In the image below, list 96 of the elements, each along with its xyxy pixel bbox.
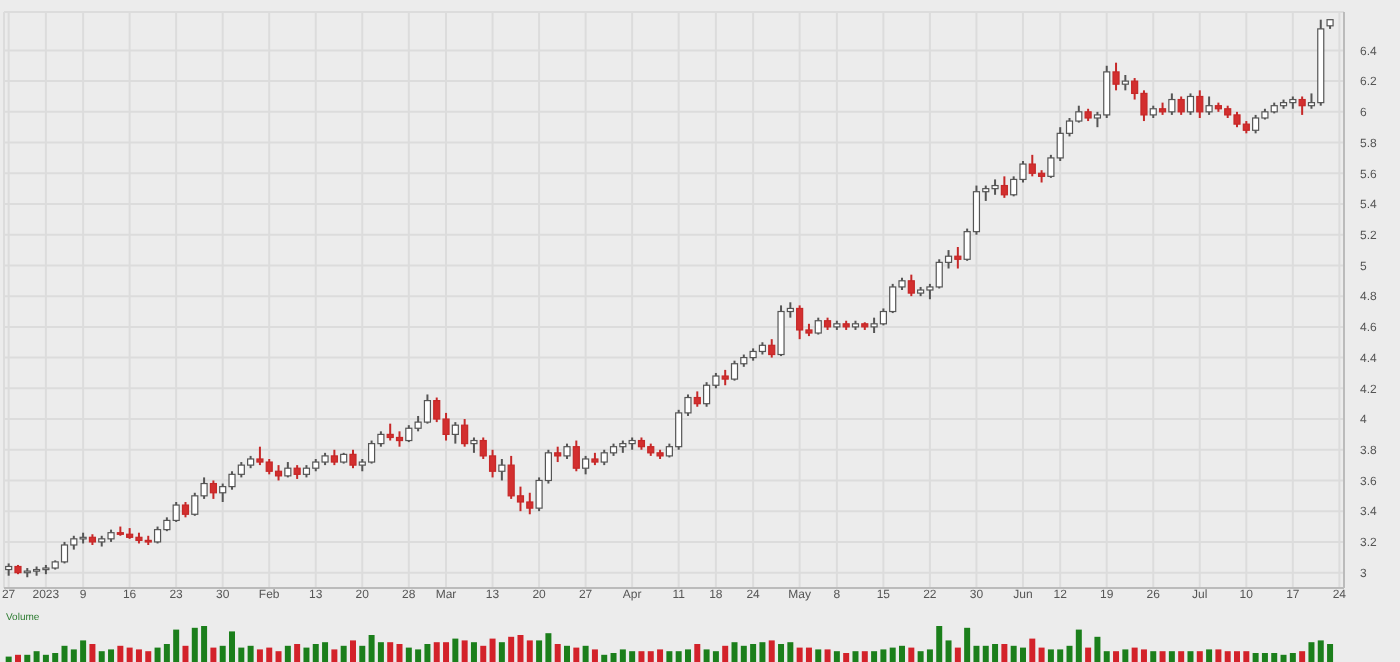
bar xyxy=(712,651,719,662)
bar xyxy=(303,647,310,662)
bar xyxy=(508,636,515,662)
bar xyxy=(5,656,12,662)
bar xyxy=(1085,647,1092,662)
bar xyxy=(1103,651,1110,662)
bar xyxy=(377,642,384,662)
candlestick xyxy=(1177,95,1185,116)
candlestick xyxy=(572,439,580,473)
bar xyxy=(182,645,189,662)
bar xyxy=(666,651,673,662)
bar xyxy=(852,651,859,662)
bar xyxy=(498,642,505,662)
bar xyxy=(843,653,850,662)
bar xyxy=(349,640,356,662)
bar xyxy=(294,644,301,662)
bar xyxy=(1289,653,1296,662)
candlestick xyxy=(1205,95,1213,116)
candlestick xyxy=(1186,92,1195,116)
bar xyxy=(805,647,812,662)
bar xyxy=(247,645,254,662)
bar xyxy=(1094,636,1101,662)
bar xyxy=(480,645,487,662)
bar xyxy=(24,654,31,662)
bar xyxy=(964,627,971,662)
candlestick xyxy=(730,359,739,382)
bar xyxy=(833,651,840,662)
bar xyxy=(1187,651,1194,662)
bar xyxy=(694,644,701,662)
candlestick xyxy=(488,448,497,479)
candlestick xyxy=(954,246,962,270)
bar xyxy=(573,647,580,662)
candlestick xyxy=(1000,175,1008,199)
bar xyxy=(1019,647,1026,662)
bar xyxy=(1178,651,1185,662)
candlestick xyxy=(1112,61,1120,92)
bar xyxy=(778,644,785,662)
bar xyxy=(1140,649,1147,662)
bar xyxy=(871,651,878,662)
bar xyxy=(591,649,598,662)
bar xyxy=(452,638,459,662)
candlestick xyxy=(451,421,459,445)
bar xyxy=(1113,651,1120,662)
bar xyxy=(14,654,21,662)
bar xyxy=(359,645,366,662)
bar xyxy=(1029,638,1036,662)
bar xyxy=(331,649,338,662)
bar xyxy=(1196,651,1203,662)
bar xyxy=(284,645,291,662)
candlestick xyxy=(498,457,506,482)
bar xyxy=(824,649,831,662)
bar xyxy=(945,640,952,662)
bar xyxy=(1168,651,1175,662)
bar xyxy=(1122,649,1129,662)
bar xyxy=(275,651,282,662)
bar xyxy=(564,645,571,662)
bar xyxy=(396,644,403,662)
bar xyxy=(601,654,608,662)
bar xyxy=(470,642,477,662)
bar xyxy=(387,642,394,662)
bar xyxy=(582,645,589,662)
candlestick xyxy=(1168,92,1176,116)
bar xyxy=(768,640,775,662)
bar xyxy=(117,645,124,662)
bar xyxy=(1215,649,1222,662)
bar xyxy=(1075,629,1082,662)
bar xyxy=(638,651,645,662)
candlestick xyxy=(349,448,357,470)
bar xyxy=(1001,644,1008,662)
candlestick xyxy=(209,479,217,500)
bar xyxy=(1206,649,1213,662)
bar xyxy=(1150,651,1157,662)
candlestick xyxy=(582,454,590,476)
bar xyxy=(536,640,543,662)
bar xyxy=(461,640,468,662)
bar xyxy=(861,651,868,662)
bar xyxy=(1038,647,1045,662)
bar xyxy=(489,638,496,662)
bar xyxy=(684,649,691,662)
candlestick xyxy=(461,418,469,448)
bar xyxy=(210,647,217,662)
candlestick xyxy=(768,338,776,359)
bar xyxy=(722,645,729,662)
bar xyxy=(340,645,347,662)
bar xyxy=(1299,651,1306,662)
bar xyxy=(554,644,561,662)
candlestick xyxy=(1196,89,1204,119)
bar xyxy=(1308,642,1315,662)
bar xyxy=(954,647,961,662)
candlestick xyxy=(907,273,915,298)
bar xyxy=(89,644,96,662)
candlestick xyxy=(1298,95,1306,116)
bar xyxy=(1159,651,1166,662)
bar xyxy=(908,647,915,662)
bar xyxy=(526,640,533,662)
bar xyxy=(815,649,822,662)
